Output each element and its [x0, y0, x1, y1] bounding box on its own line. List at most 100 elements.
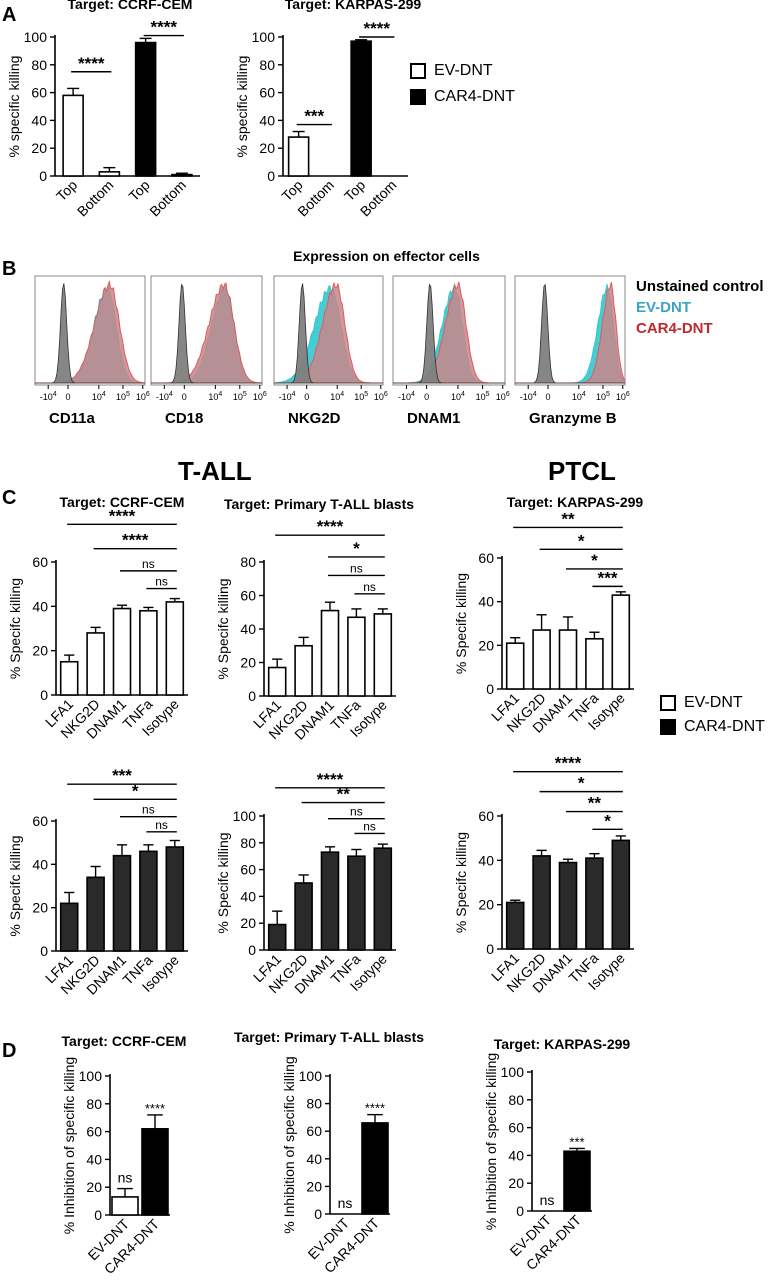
significance-label: ****: [145, 1101, 165, 1116]
y-axis-label: % Specifc killing: [215, 832, 231, 933]
bar: [86, 876, 105, 952]
chart-title: Target: KARPAS-299: [507, 494, 644, 510]
y-tick-label: 20: [32, 643, 48, 659]
y-axis-label: % Inhibition of specific killing: [483, 1053, 499, 1230]
bar: [141, 1128, 169, 1216]
x-tick-label: 105: [596, 391, 610, 402]
legend-ev-label: EV-DNT: [434, 62, 493, 79]
significance-label: ns: [338, 1195, 353, 1211]
bar: [563, 1150, 591, 1212]
significance-label: ns: [350, 561, 363, 575]
y-axis-label: % Inhibition of specific killing: [61, 1057, 77, 1234]
y-tick-label: 80: [86, 1096, 102, 1112]
chart-D3: Target: KARPAS-299 0 20 40 60 80 100% Inhibiti…: [483, 1036, 630, 1273]
y-tick-label: 0: [39, 168, 47, 184]
group-title-ptcl: PTCL: [548, 456, 616, 486]
bar: [134, 41, 157, 177]
legend-car4-swatch: [410, 89, 426, 105]
panel-label-a: A: [2, 4, 17, 26]
bar: [373, 847, 393, 951]
marker-label: CD18: [165, 410, 203, 427]
legend-c-ev-swatch: [660, 695, 676, 711]
unstained-histogram: [515, 283, 625, 384]
legend-car4-dnt: CAR4-DNT: [636, 320, 713, 337]
chart-D1: Target: CCRF-CEM 0 20 40 60 80 100% Inhibition…: [61, 1033, 186, 1277]
significance-label: *: [578, 774, 585, 793]
bar: [62, 94, 84, 177]
x-tick-label: 104: [572, 391, 586, 402]
x-tick-label: 104: [451, 391, 465, 402]
panel-c-legend: EV-DNT CAR4-DNT: [660, 694, 765, 736]
significance-label: ****: [109, 506, 136, 525]
y-tick-label: 80: [240, 835, 256, 851]
y-tick-label: 20: [478, 897, 494, 913]
panel-label-b: B: [2, 258, 17, 280]
significance-label: ****: [555, 754, 582, 773]
y-tick-label: 40: [32, 598, 48, 614]
y-axis-label: % Specifc killing: [7, 835, 23, 936]
chart-title: Target: Primary T-ALL blasts: [224, 496, 414, 512]
bar: [165, 846, 185, 952]
y-tick-label: 0: [516, 1203, 524, 1219]
y-axis-label: % specific killing: [6, 56, 22, 158]
x-tick-label: 0: [304, 392, 309, 402]
bar: [585, 857, 604, 950]
bar: [558, 629, 578, 690]
y-tick-label: 60: [259, 85, 275, 101]
x-tick-label: 0: [182, 392, 187, 402]
legend-c-ev-label: EV-DNT: [684, 694, 743, 711]
chart-title: Target: CCRF-CEM: [60, 494, 185, 510]
significance-label: *: [132, 781, 139, 800]
y-tick-label: 60: [508, 1120, 524, 1136]
chart-title: Target: CCRF-CEM: [62, 1033, 187, 1049]
x-tick-label: Top: [125, 177, 152, 204]
y-tick-label: 60: [306, 1123, 322, 1139]
y-tick-label: 40: [478, 852, 494, 868]
flow-histogram-cd18: -104 0 104 105 106 CD18: [150, 275, 267, 427]
significance-label: ns: [350, 805, 363, 819]
y-tick-label: 0: [314, 1206, 322, 1222]
legend-car4: CAR4-DNT: [410, 88, 515, 106]
flow-histogram-nkg2d: -104 0 104 105 106 NKG2D: [273, 275, 388, 427]
bar: [585, 637, 604, 690]
bar: [611, 594, 631, 690]
y-tick-label: 20: [478, 637, 494, 653]
y-tick-label: 80: [31, 57, 47, 73]
significance-label: ns: [155, 575, 168, 589]
x-tick-label: 105: [476, 391, 490, 402]
significance-label: ns: [540, 1192, 555, 1208]
significance-label: ****: [122, 531, 149, 550]
y-axis-label: % Specifc killing: [7, 578, 23, 679]
y-tick-label: 100: [501, 1064, 525, 1080]
y-axis-label: % specific killing: [234, 56, 250, 158]
bar: [347, 855, 366, 951]
x-tick-label: -104: [279, 391, 296, 402]
y-tick-label: 60: [31, 85, 47, 101]
chart-title: Target: Primary T-ALL blasts: [234, 1029, 424, 1045]
bar: [98, 171, 121, 177]
y-tick-label: 40: [259, 112, 275, 128]
bar: [558, 861, 578, 950]
x-tick-label: 0: [545, 392, 550, 402]
x-tick-label: 106: [136, 391, 150, 402]
y-tick-label: 40: [240, 621, 256, 637]
bar: [267, 923, 287, 951]
significance-label: ns: [142, 803, 155, 817]
y-tick-label: 60: [32, 813, 48, 829]
significance-label: *: [578, 531, 585, 550]
significance-label: ***: [304, 107, 324, 126]
x-tick-label: 106: [253, 391, 267, 402]
y-tick-label: 80: [240, 554, 256, 570]
y-tick-label: 0: [248, 688, 256, 704]
bar: [294, 882, 313, 951]
chart-title: Target: CCRF-CEM: [68, 0, 193, 12]
y-tick-label: 60: [32, 554, 48, 570]
x-tick-label: 104: [330, 391, 344, 402]
x-tick-label: -104: [520, 391, 537, 402]
group-title-tall: T-ALL: [178, 456, 252, 486]
significance-label: ****: [365, 1101, 385, 1116]
y-tick-label: 0: [486, 941, 494, 957]
significance-label: ns: [142, 557, 155, 571]
y-axis-label: % Specifc killing: [453, 573, 469, 674]
